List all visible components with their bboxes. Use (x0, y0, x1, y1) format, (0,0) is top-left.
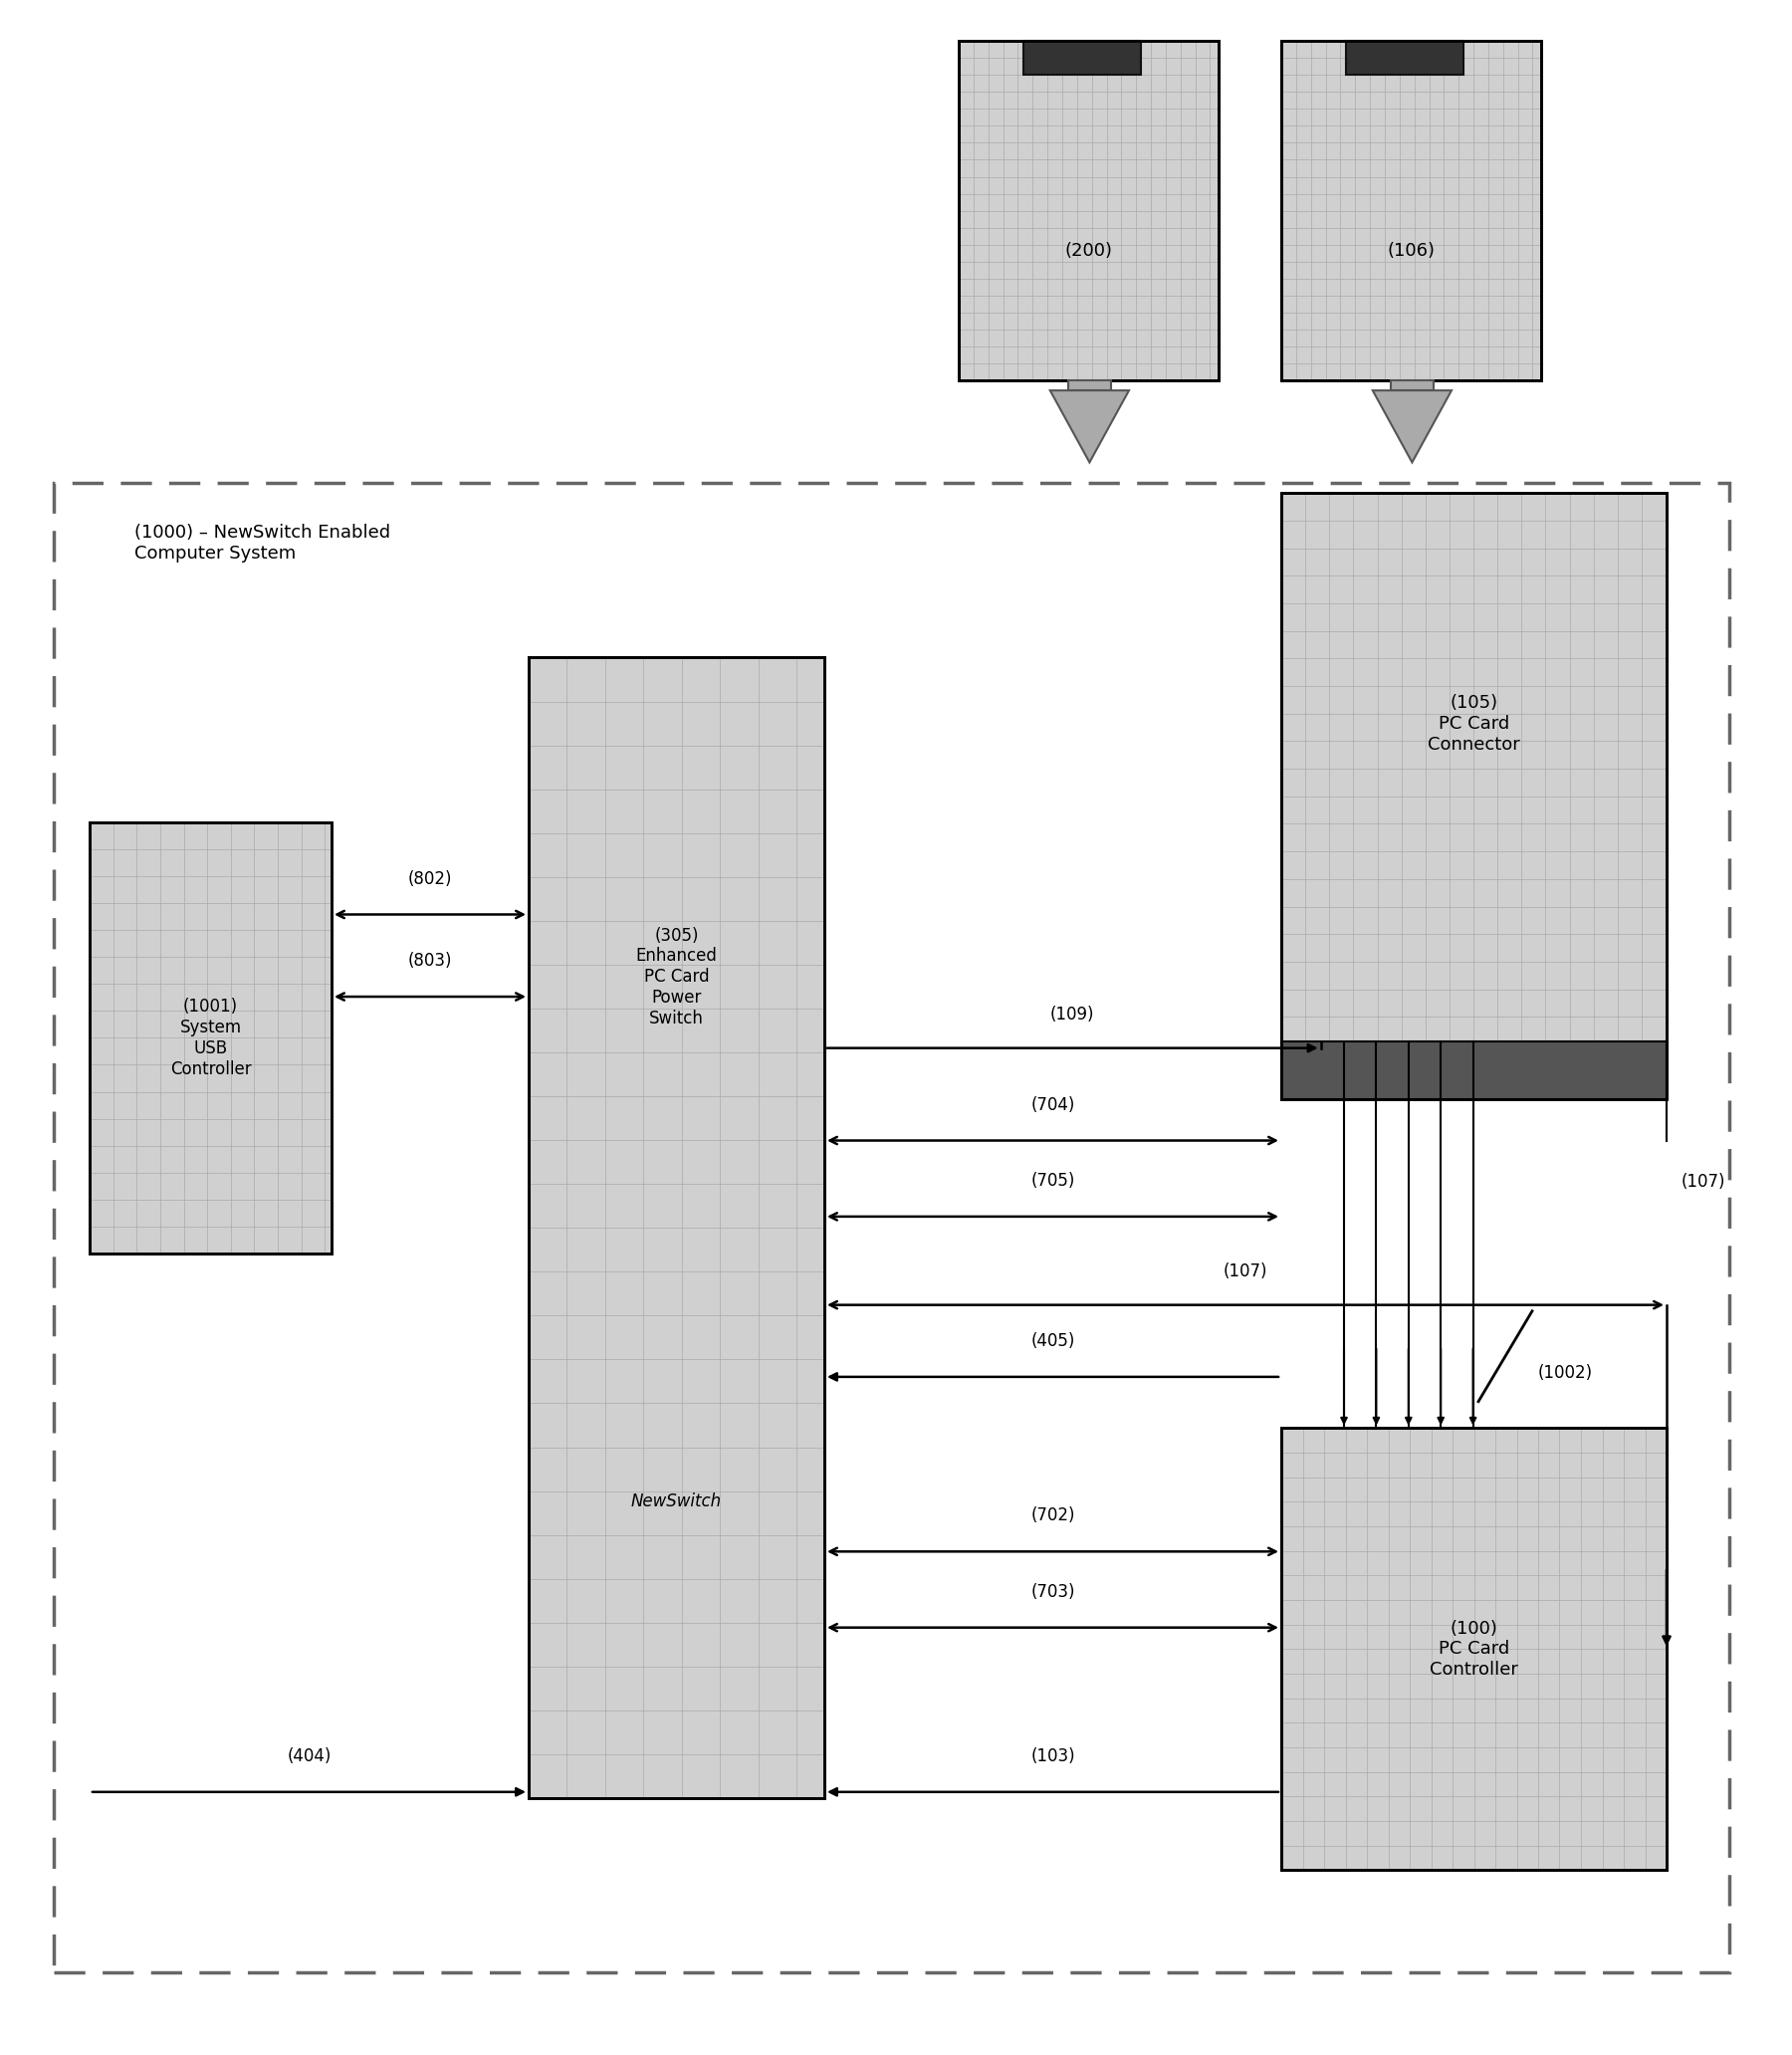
Text: (405): (405) (1030, 1332, 1075, 1350)
Bar (959, 41, 1219, 380)
Text: (105)
PC Card
Connector: (105) PC Card Connector (1428, 695, 1520, 754)
Bar (1281, 1042, 1667, 1099)
Text: (305)
Enhanced
PC Card
Power
Switch: (305) Enhanced PC Card Power Switch (636, 927, 717, 1028)
Text: (100)
PC Card
Controller: (100) PC Card Controller (1430, 1619, 1518, 1679)
Bar (90, 822, 332, 1254)
Bar (54, 483, 1729, 1973)
Text: (109): (109) (1050, 1005, 1095, 1023)
Bar (1281, 1428, 1667, 1870)
Bar (1068, 380, 1111, 390)
Text: (106): (106) (1387, 242, 1435, 261)
Bar (1391, 380, 1434, 390)
Bar (1281, 493, 1667, 1099)
Text: (107): (107) (1681, 1173, 1726, 1190)
Text: (404): (404) (287, 1747, 332, 1765)
Bar (529, 658, 824, 1798)
Bar (1281, 493, 1667, 1099)
Bar (959, 41, 1219, 380)
Polygon shape (1373, 390, 1452, 462)
Text: (1001)
System
USB
Controller: (1001) System USB Controller (170, 999, 251, 1077)
Bar (1281, 41, 1541, 380)
Text: (704): (704) (1030, 1095, 1075, 1114)
Text: (1000) – NewSwitch Enabled
Computer System: (1000) – NewSwitch Enabled Computer Syst… (134, 524, 391, 563)
Bar (1281, 493, 1667, 1099)
Bar (1346, 41, 1462, 74)
Bar (529, 658, 824, 1798)
Text: (803): (803) (409, 951, 452, 970)
Bar (959, 41, 1219, 380)
Bar (1023, 41, 1142, 74)
Text: (705): (705) (1030, 1171, 1075, 1190)
Text: (107): (107) (1224, 1262, 1267, 1280)
Text: (200): (200) (1064, 242, 1113, 261)
Polygon shape (1050, 390, 1129, 462)
Text: (702): (702) (1030, 1506, 1075, 1525)
Text: (1002): (1002) (1538, 1365, 1593, 1381)
Text: (103): (103) (1030, 1747, 1075, 1765)
Text: (802): (802) (409, 869, 452, 888)
Text: (703): (703) (1030, 1582, 1075, 1601)
Bar (1281, 41, 1541, 380)
Text: NewSwitch: NewSwitch (631, 1492, 722, 1510)
Bar (1281, 1428, 1667, 1870)
Bar (90, 822, 332, 1254)
Bar (1281, 41, 1541, 380)
